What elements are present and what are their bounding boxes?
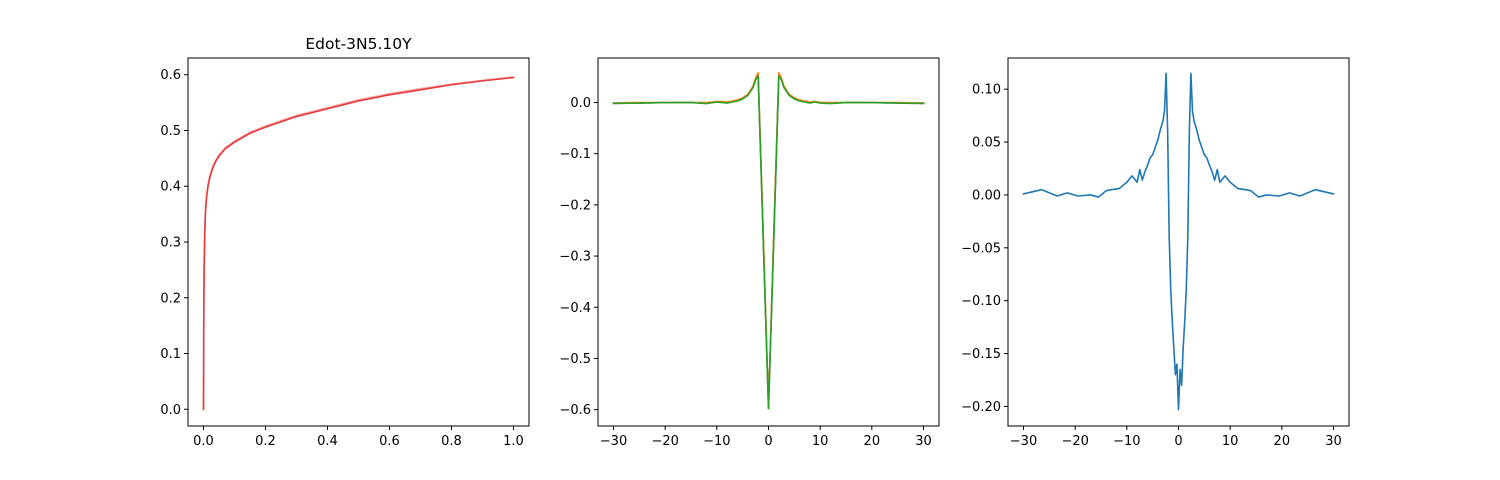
y-tick-label: −0.3 <box>559 250 591 265</box>
y-tick-label: 0.00 <box>972 188 1001 203</box>
series-line-2 <box>202 76 515 411</box>
y-tick-label: −0.20 <box>961 400 1001 415</box>
x-tick-label: −30 <box>1010 434 1037 449</box>
y-tick-label: −0.05 <box>961 241 1001 256</box>
y-tick-label: −0.5 <box>559 352 591 367</box>
chart-title: Edot-3N5.10Y <box>305 35 412 53</box>
x-tick-label: 1.0 <box>503 434 524 449</box>
x-tick-label: 20 <box>864 434 881 449</box>
y-tick-label: −0.4 <box>559 301 591 316</box>
x-tick-label: −30 <box>600 434 627 449</box>
x-tick-label: 0.0 <box>193 434 214 449</box>
subplot-2: −30 −20 −10 0 10 20 30 0.0 −0.1 −0.2 −0.3 −0.4 −0.5 −… <box>559 57 940 449</box>
x-tick-label: 30 <box>915 434 932 449</box>
series-line-1 <box>1022 72 1335 411</box>
x-tick-label: 0.6 <box>379 434 400 449</box>
y-tick-label: 0.4 <box>160 180 181 195</box>
series-line-3 <box>612 75 925 410</box>
x-tick-label: −20 <box>651 434 678 449</box>
y-tick-label: −0.6 <box>559 403 591 418</box>
y-tick-label: 0.2 <box>160 291 181 306</box>
x-tick-label: 0 <box>764 434 772 449</box>
subplot-3: −30 −20 −10 0 10 20 30 0.10 0.05 0.00 −0.05 −0.10 −0… <box>961 57 1350 449</box>
x-tick-label: 30 <box>1325 434 1342 449</box>
x-tick-label: −20 <box>1061 434 1088 449</box>
y-tick-label: −0.1 <box>559 147 591 162</box>
subplot-1: 0.0 0.2 0.4 0.6 0.8 1.0 0.0 0.1 0.2 0.3 0.4 0.5 0.6 E… <box>160 35 530 449</box>
y-tick-label: −0.10 <box>961 294 1001 309</box>
y-tick-label: 0.6 <box>160 68 181 83</box>
x-tick-label: 10 <box>812 434 829 449</box>
x-tick-label: −10 <box>1113 434 1140 449</box>
y-tick-label: 0.0 <box>570 96 591 111</box>
x-tick-label: 0.2 <box>255 434 276 449</box>
y-tick-label: 0.5 <box>160 124 181 139</box>
y-tick-label: −0.15 <box>961 347 1001 362</box>
x-tick-label: 0 <box>1174 434 1182 449</box>
y-tick-label: −0.2 <box>559 198 591 213</box>
x-tick-label: 20 <box>1274 434 1291 449</box>
y-tick-label: 0.0 <box>160 403 181 418</box>
y-tick-label: 0.10 <box>972 83 1001 98</box>
x-tick-label: 10 <box>1222 434 1239 449</box>
y-tick-label: 0.05 <box>972 136 1001 151</box>
x-tick-label: 0.8 <box>441 434 462 449</box>
x-tick-label: 0.4 <box>317 434 338 449</box>
x-tick-label: −10 <box>703 434 730 449</box>
y-tick-label: 0.1 <box>160 347 181 362</box>
y-tick-label: 0.3 <box>160 236 181 251</box>
